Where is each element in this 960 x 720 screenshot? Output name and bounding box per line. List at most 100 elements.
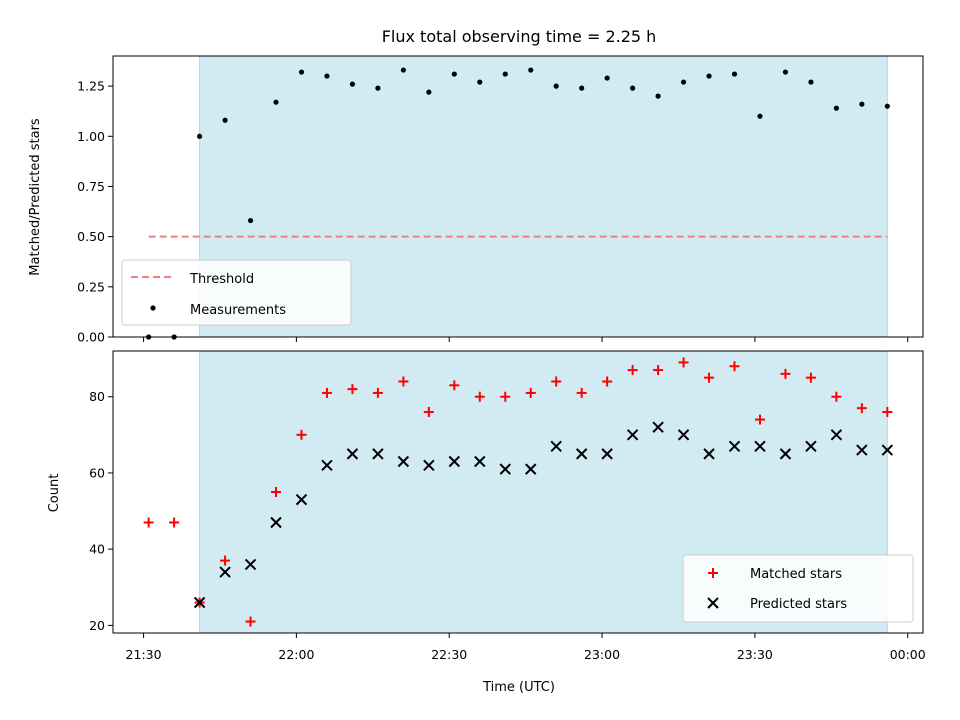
measurement-point	[579, 85, 585, 91]
y-tick-label: 1.25	[77, 79, 105, 94]
matched-star-point	[169, 517, 180, 528]
predicted-star-point	[244, 558, 257, 571]
predicted-star-point	[575, 448, 588, 460]
matched-star-point	[220, 555, 231, 566]
legend-threshold-label: Threshold	[189, 272, 254, 287]
matched-star-point	[347, 384, 358, 395]
measurement-point	[502, 71, 508, 77]
predicted-star-point	[677, 429, 690, 441]
measurement-point	[630, 85, 636, 91]
predicted-star-point	[626, 429, 639, 441]
x-stroke	[270, 516, 282, 529]
measurement-point	[298, 69, 305, 75]
x-tick-label: 23:00	[584, 647, 620, 662]
matched-star-point	[729, 361, 740, 372]
y-tick-label: 40	[89, 542, 105, 557]
matched-star-point	[398, 376, 409, 387]
measurement-point	[324, 73, 330, 79]
y-tick-label: 0.25	[77, 279, 105, 294]
measurement-point	[884, 103, 890, 109]
x-stroke	[372, 448, 384, 460]
predicted-star-point	[601, 448, 613, 460]
legend-measurement-label: Measurements	[190, 303, 286, 318]
matched-star-point	[449, 380, 460, 391]
matched-star-point	[831, 391, 842, 402]
matched-star-point	[474, 391, 485, 402]
matched-star-point	[551, 376, 562, 387]
predicted-star-point	[295, 493, 308, 506]
plot-frame	[112, 55, 924, 338]
y-tick-label: 60	[89, 465, 105, 480]
predicted-star-point	[193, 596, 206, 609]
measurement-point	[222, 117, 228, 123]
x-tick-label: 23:30	[737, 647, 773, 662]
matched-star-point	[780, 368, 791, 379]
y-tick-label: 0.50	[77, 229, 105, 244]
matched-star-point	[856, 403, 867, 414]
x-stroke	[652, 421, 664, 433]
measurement-point	[553, 83, 559, 89]
matched-star-point	[805, 372, 816, 383]
x-tick-label: 21:30	[126, 647, 162, 662]
measurement-point	[706, 73, 712, 79]
x-stroke	[601, 448, 613, 460]
matched-star-point	[245, 616, 256, 627]
matched-star-point	[423, 406, 434, 417]
predicted-star-point	[219, 566, 231, 578]
y-tick-label: 80	[89, 389, 105, 404]
measurement-point	[477, 79, 483, 85]
predicted-star-point	[703, 448, 715, 460]
matched-star-point	[525, 387, 536, 398]
predicted-star-point	[321, 459, 333, 472]
x-stroke	[321, 459, 333, 472]
x-tick-label: 22:30	[431, 647, 467, 662]
predicted-star-point	[550, 440, 562, 452]
x-stroke	[550, 440, 562, 452]
predicted-star-point	[728, 440, 741, 452]
x-stroke	[703, 448, 715, 460]
predicted-star-point	[499, 463, 511, 475]
x-stroke	[397, 455, 410, 468]
measurement-point	[197, 133, 203, 139]
y-tick-label: 0.75	[77, 179, 105, 194]
top-legend: Threshold Measurements	[121, 259, 352, 326]
measurement-point	[604, 75, 610, 81]
x-tick-label: 22:00	[278, 647, 314, 662]
x-stroke	[805, 440, 817, 452]
matched-star-point	[271, 487, 282, 497]
top-y-axis-label: Matched/Predicted stars	[28, 118, 43, 276]
matched-star-point	[372, 387, 383, 398]
measurement-point	[400, 67, 406, 73]
y-tick-label: 1.00	[77, 129, 105, 144]
predicted-star-point	[754, 440, 766, 452]
predicted-star-point	[372, 448, 384, 460]
predicted-star-point	[805, 440, 817, 452]
measurement-point	[859, 101, 865, 107]
legend-measurement-swatch	[150, 305, 156, 311]
predicted-star-point	[881, 444, 894, 456]
legend-predicted-label: Predicted stars	[750, 597, 847, 612]
matched-star-point	[754, 414, 765, 425]
matched-star-point	[500, 391, 511, 402]
predicted-star-point	[830, 429, 843, 441]
x-stroke	[830, 429, 843, 441]
predicted-star-point	[652, 421, 664, 433]
measurement-point	[833, 105, 839, 111]
matched-star-point	[678, 357, 689, 368]
measurement-point	[375, 85, 381, 91]
legend-box	[121, 259, 352, 326]
x-stroke	[448, 455, 461, 468]
y-tick-label: 20	[89, 618, 105, 633]
legend-matched-label: Matched stars	[750, 567, 842, 582]
x-stroke	[244, 558, 257, 571]
matched-star-point	[296, 429, 307, 440]
x-stroke	[219, 566, 231, 578]
matched-star-point	[602, 376, 613, 387]
chart-title: Flux total observing time = 2.25 h	[382, 27, 657, 46]
x-stroke	[525, 463, 537, 475]
measurement-point	[349, 81, 356, 87]
plot-frame	[112, 350, 924, 634]
predicted-star-point	[448, 455, 461, 468]
x-stroke	[499, 463, 511, 475]
